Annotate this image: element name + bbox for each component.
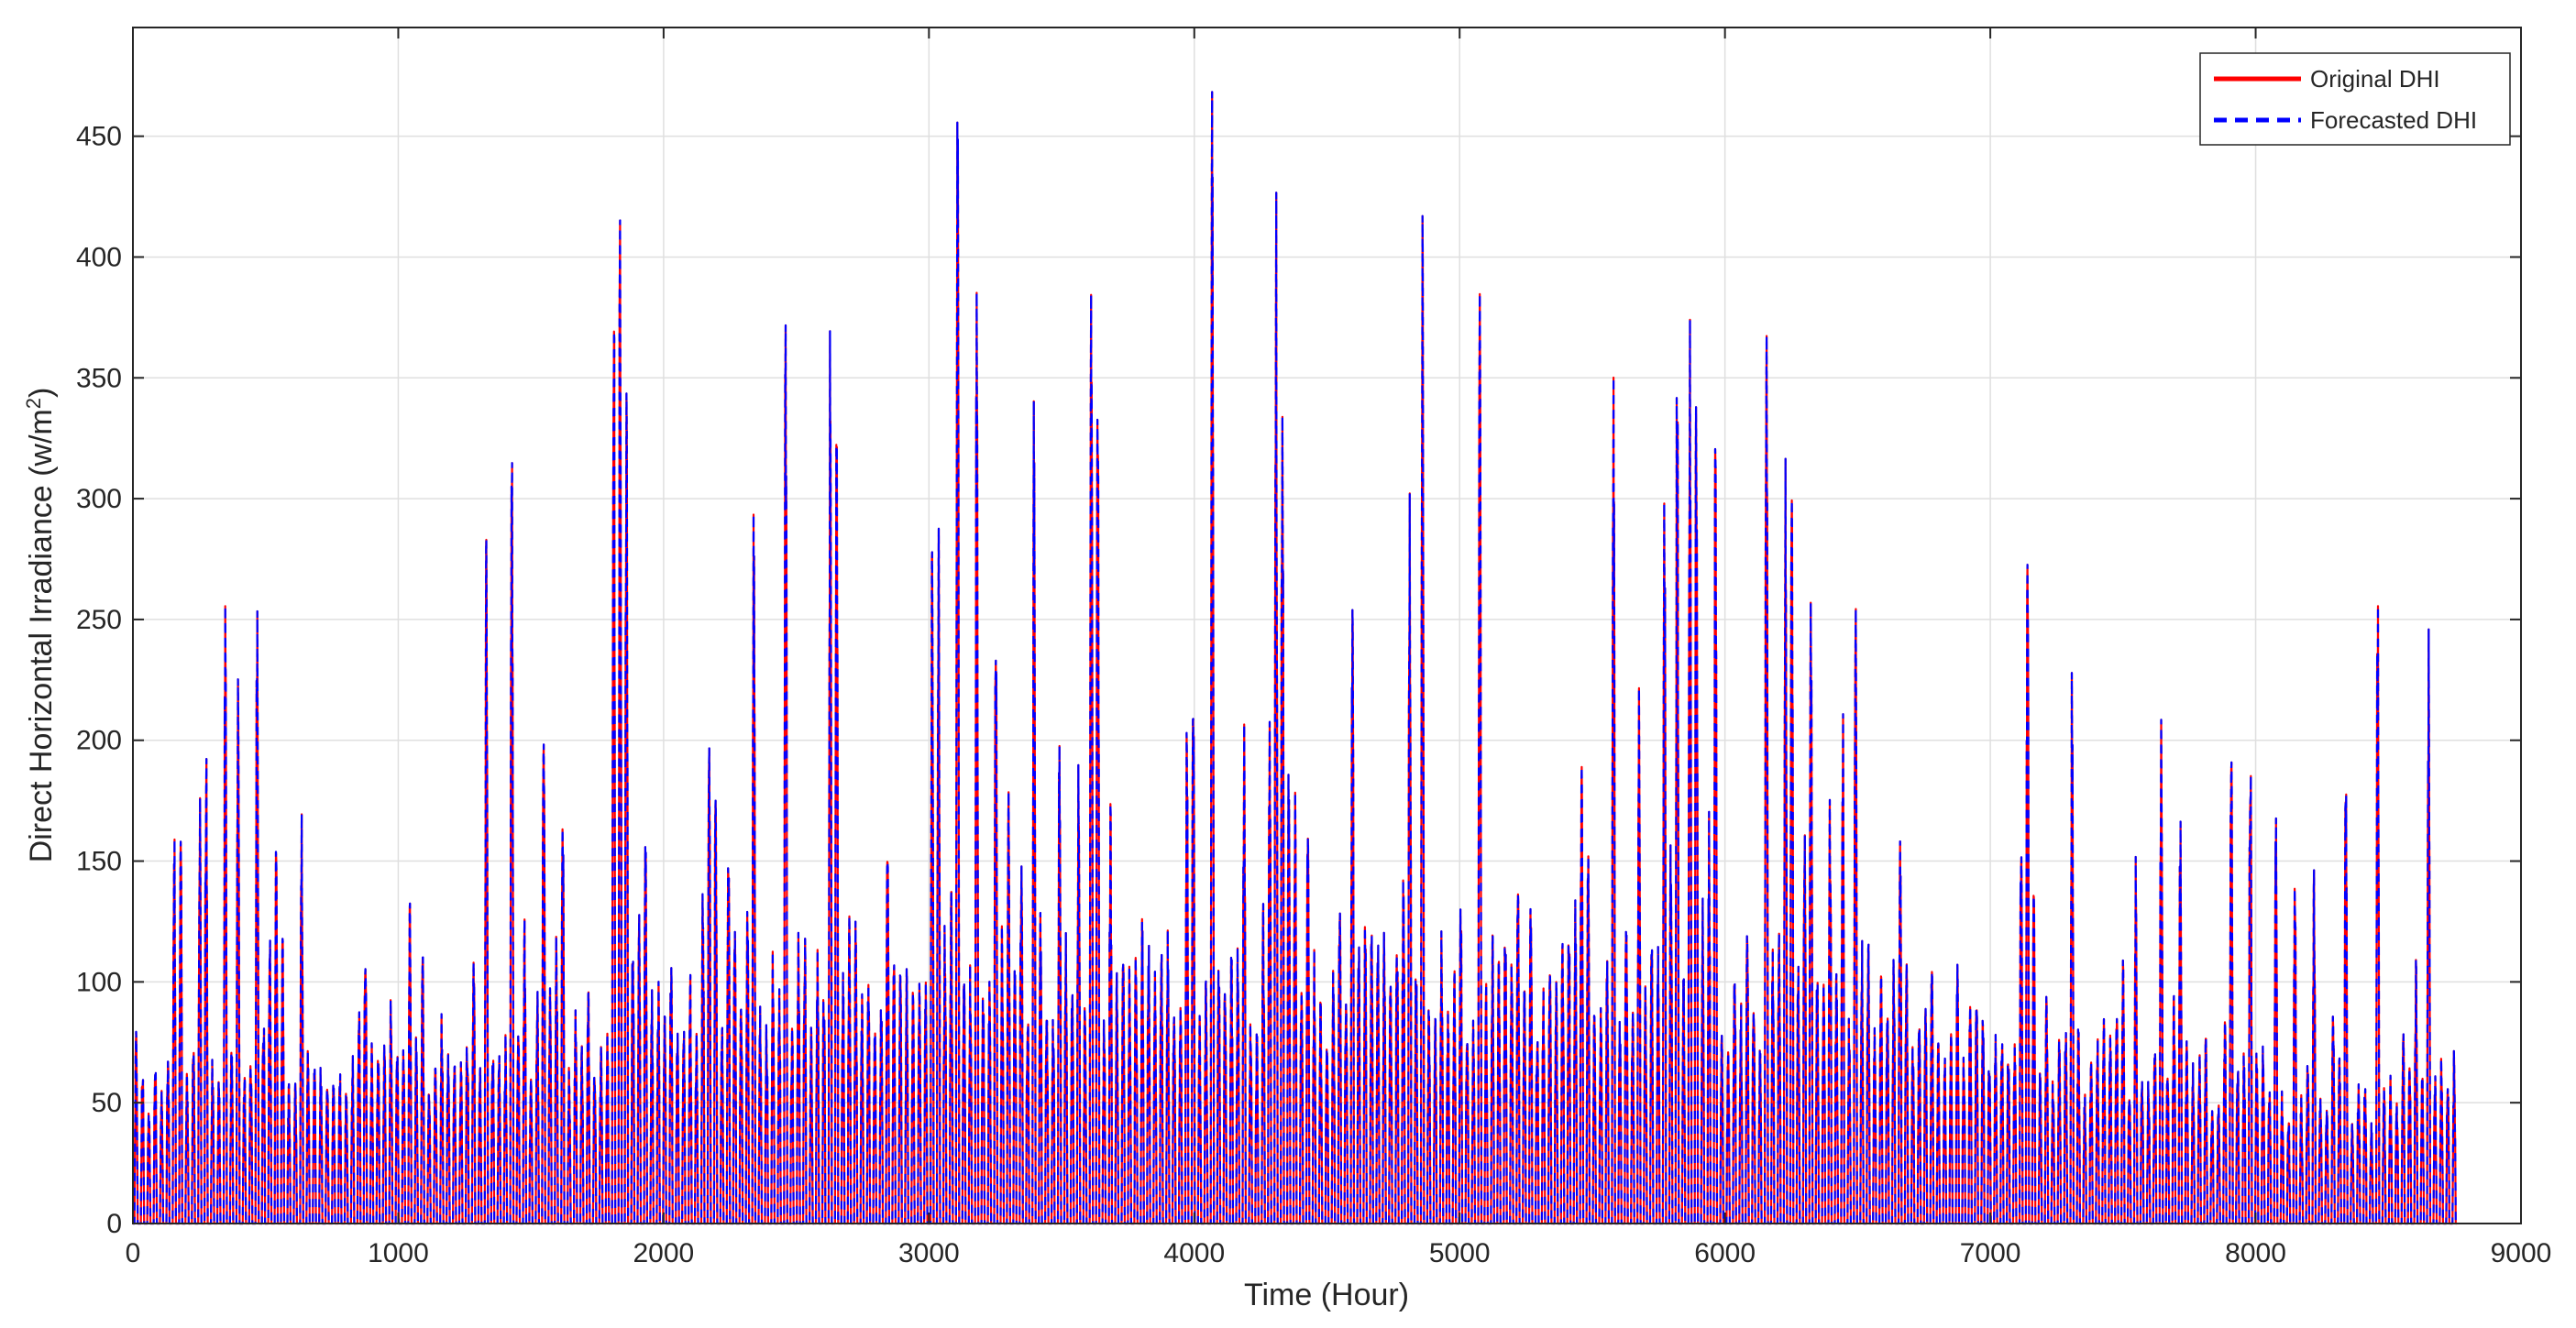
x-tick-label: 1000	[368, 1238, 429, 1268]
tick-layer: 0 1000 2000 3000 4000 5000 6000 7000 8000 9000 0 50…	[76, 27, 2551, 1268]
y-tick-label: 150	[76, 847, 122, 877]
legend-label-forecast: Forecasted DHI	[2310, 106, 2477, 134]
y-tick-label: 450	[76, 122, 122, 152]
y-tick-label: 300	[76, 484, 122, 514]
y-tick-label: 0	[106, 1209, 122, 1239]
y-axis-label: Direct Horizontal Irradiance (w/m2)	[22, 388, 59, 863]
legend: Original DHI Forecasted DHI	[2199, 52, 2511, 146]
x-axis-label: Time (Hour)	[1244, 1278, 1409, 1312]
y-axis-label-close: )	[24, 388, 59, 398]
y-axis-label-main: Direct Horizontal Irradiance (w/m	[24, 409, 59, 862]
legend-box	[2199, 52, 2511, 146]
y-tick-label: 350	[76, 363, 122, 393]
y-tick-label: 200	[76, 726, 122, 756]
y-tick-label: 50	[92, 1088, 122, 1118]
x-tick-label: 3000	[898, 1238, 960, 1268]
plot-frame	[132, 27, 2522, 1224]
x-tick-label: 6000	[1694, 1238, 1756, 1268]
y-tick-label: 400	[76, 242, 122, 272]
y-tick-label: 100	[76, 967, 122, 997]
x-tick-label: 7000	[1960, 1238, 2021, 1268]
x-tick-label: 5000	[1429, 1238, 1491, 1268]
x-tick-label: 4000	[1163, 1238, 1225, 1268]
x-tick-label: 0	[126, 1238, 141, 1268]
legend-label-original: Original DHI	[2310, 65, 2440, 93]
y-tick-label: 250	[76, 605, 122, 635]
x-tick-label: 2000	[633, 1238, 695, 1268]
x-tick-label: 8000	[2225, 1238, 2286, 1268]
y-axis-label-sup: 2	[22, 398, 45, 409]
x-tick-label: 9000	[2491, 1238, 2552, 1268]
